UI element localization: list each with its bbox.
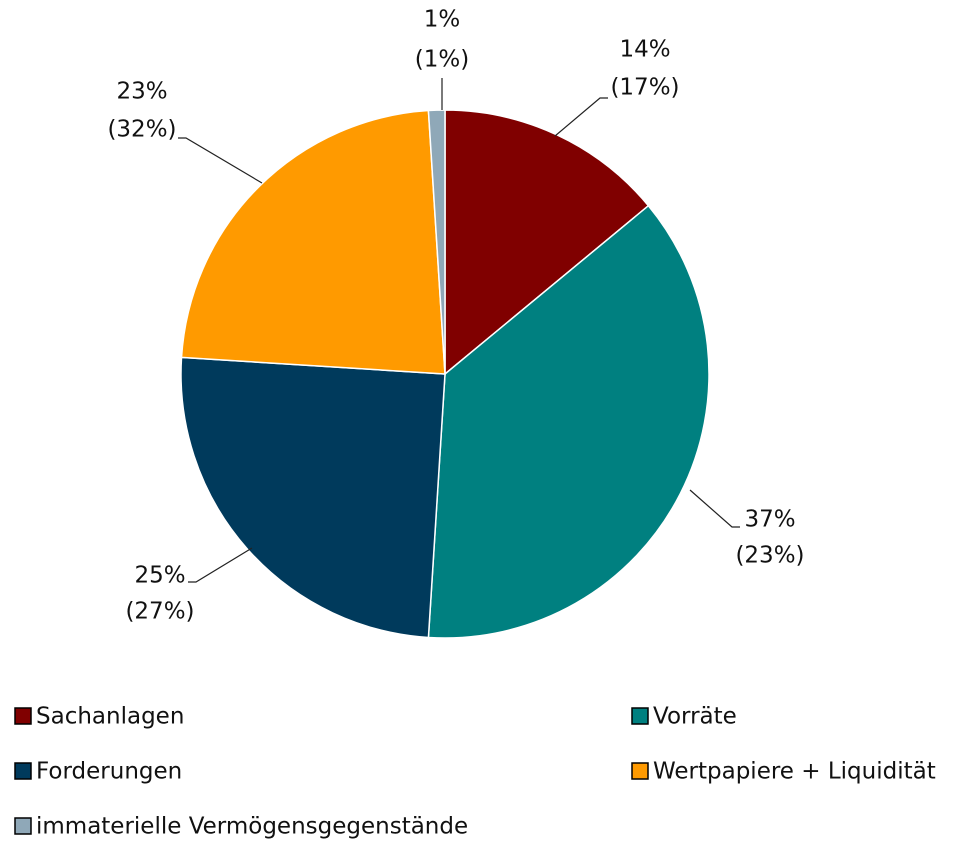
pie-slice [427, 204, 710, 639]
leader-line [188, 547, 253, 583]
prior-value-label: (17%) [610, 75, 679, 101]
legend-swatch [631, 762, 649, 780]
value-label: 1% [424, 7, 461, 33]
leader-line [178, 137, 263, 184]
pie-slice [444, 109, 650, 376]
legend-label: Sachanlagen [36, 704, 184, 730]
value-label: 37% [744, 507, 795, 533]
prior-value-label: (23%) [735, 543, 804, 569]
pie-slice [180, 109, 446, 375]
prior-value-label: (27%) [125, 599, 194, 625]
prior-value-label: (1%) [415, 47, 469, 73]
legend-label: Vorräte [653, 704, 737, 730]
pie-slice [427, 109, 446, 375]
legend-label: Forderungen [36, 759, 182, 785]
legend-swatch [14, 707, 32, 725]
value-label: 14% [619, 37, 670, 63]
pie-slice [180, 356, 446, 639]
leader-line [554, 97, 608, 137]
value-label: 25% [134, 563, 185, 589]
legend-label: Wertpapiere + Liquidität [653, 759, 936, 785]
legend-swatch [14, 762, 32, 780]
prior-value-label: (32%) [107, 117, 176, 143]
leader-line [689, 489, 740, 528]
legend-label: immaterielle Vermögensgegenstände [36, 814, 468, 840]
legend-swatch [631, 707, 649, 725]
legend-swatch [14, 817, 32, 835]
value-label: 23% [116, 79, 167, 105]
